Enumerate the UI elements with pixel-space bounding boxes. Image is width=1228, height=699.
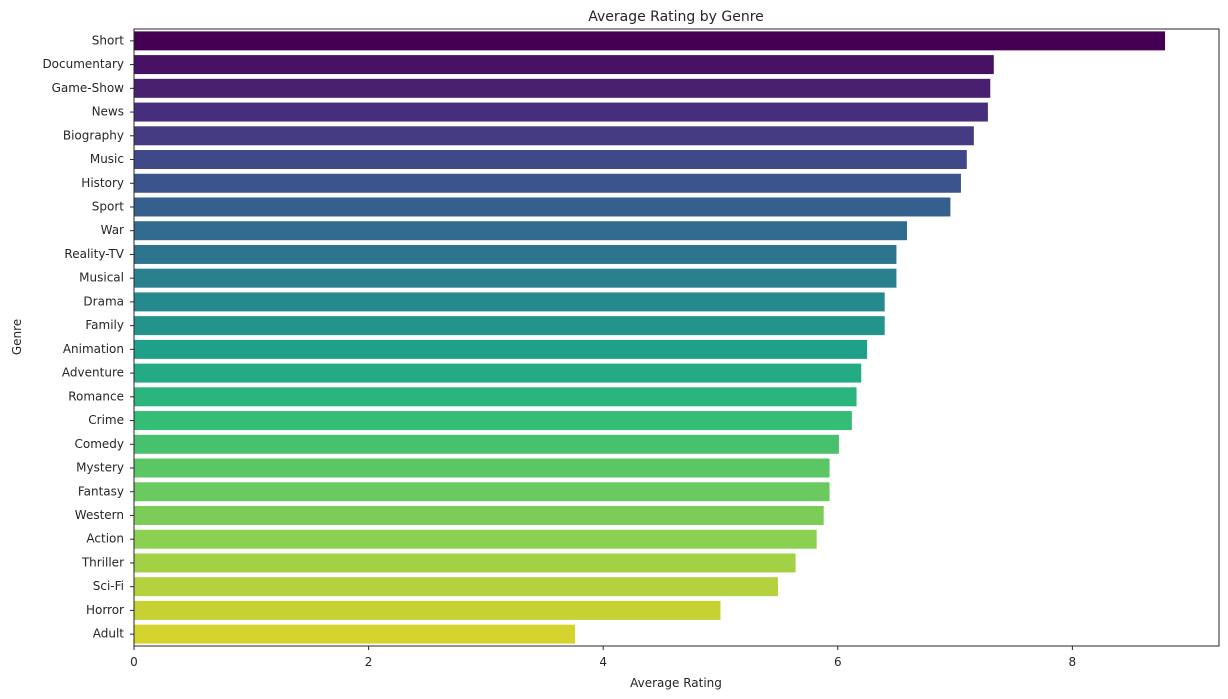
bar-war [134,221,907,241]
x-tick-label: 4 [599,655,607,669]
chart-title: Average Rating by Genre [588,9,764,25]
plot-frame [133,28,1220,647]
y-tick-label: Short [92,33,124,47]
y-tick-label: Sport [92,199,125,213]
x-axis-ticks: 0 2 4 6 8 [130,646,1076,669]
y-tick-label: History [81,176,124,190]
y-tick-label: Game-Show [52,81,125,95]
bar-documentary [134,55,994,75]
y-tick-label: Adventure [62,366,124,380]
y-tick-label: Romance [68,389,124,403]
y-tick-label: Sci-Fi [93,579,124,593]
y-axis-title: Genre [10,319,24,355]
bar-drama [134,292,885,312]
bar-history [134,173,961,193]
y-tick-label: Animation [63,342,124,356]
y-tick-label: Crime [88,413,124,427]
bars-group [134,31,1166,644]
y-tick-label: Action [86,532,124,546]
bar-romance [134,387,857,407]
y-tick-label: Biography [63,128,124,142]
bar-animation [134,339,868,359]
bar-crime [134,411,852,431]
bar-musical [134,268,897,288]
y-tick-label: Documentary [42,57,124,71]
y-tick-label: Western [75,508,124,522]
x-tick-label: 6 [834,655,842,669]
y-tick-label: Music [90,152,124,166]
bar-mystery [134,458,830,478]
bar-comedy [134,434,839,454]
bar-short [134,31,1166,51]
x-tick-label: 2 [365,655,373,669]
bar-sci-fi [134,577,778,597]
bar-fantasy [134,482,830,502]
y-tick-label: Adult [93,627,125,641]
bar-sport [134,197,951,217]
bar-reality-tv [134,244,897,264]
y-tick-label: Thriller [81,555,124,569]
y-tick-label: Drama [83,294,124,308]
y-tick-label: Family [85,318,124,332]
y-tick-label: Reality-TV [64,247,124,261]
y-tick-label: Fantasy [78,484,124,498]
bar-horror [134,600,721,620]
y-tick-label: Comedy [74,437,124,451]
bar-news [134,102,988,122]
y-tick-label: Horror [86,603,124,617]
bar-adventure [134,363,862,383]
bar-music [134,150,967,170]
y-axis-ticks: Short Documentary Game-Show News Biography Mu… [42,33,134,641]
bar-game-show [134,78,991,98]
bar-thriller [134,553,796,573]
x-axis-title: Average Rating [630,676,722,690]
y-tick-label: Musical [79,271,124,285]
y-tick-label: News [92,105,124,119]
bar-action [134,529,817,549]
x-tick-label: 8 [1069,655,1077,669]
bar-family [134,316,885,336]
x-tick-label: 0 [130,655,138,669]
y-tick-label: Mystery [76,461,124,475]
bar-adult [134,624,576,644]
bar-biography [134,126,974,146]
bar-western [134,505,824,525]
y-tick-label: War [101,223,124,237]
